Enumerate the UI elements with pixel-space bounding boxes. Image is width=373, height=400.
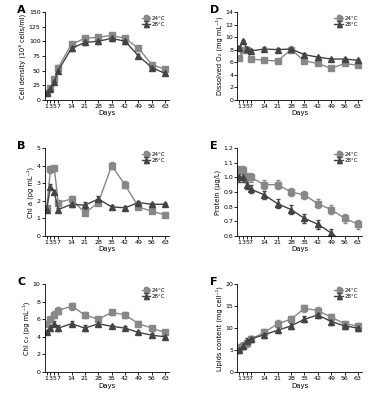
Y-axis label: Dissolved O₂ (mg mL⁻¹): Dissolved O₂ (mg mL⁻¹) bbox=[215, 16, 223, 95]
Legend: 24°C, 28°C: 24°C, 28°C bbox=[333, 287, 359, 300]
X-axis label: Days: Days bbox=[98, 246, 116, 252]
Text: D: D bbox=[210, 5, 219, 15]
Legend: 24°C, 28°C: 24°C, 28°C bbox=[141, 151, 166, 164]
X-axis label: Days: Days bbox=[98, 382, 116, 388]
Text: B: B bbox=[18, 141, 26, 151]
Y-axis label: Chl c₂ (pg mL⁻¹): Chl c₂ (pg mL⁻¹) bbox=[22, 302, 30, 355]
Legend: 24°C, 28°C: 24°C, 28°C bbox=[141, 287, 166, 300]
X-axis label: Days: Days bbox=[291, 382, 308, 388]
Y-axis label: Protein (µg/L): Protein (µg/L) bbox=[214, 170, 221, 214]
Legend: 24°C, 28°C: 24°C, 28°C bbox=[333, 15, 359, 28]
X-axis label: Days: Days bbox=[291, 110, 308, 116]
Text: A: A bbox=[18, 5, 26, 15]
Y-axis label: Cell density (10³ cells/ml): Cell density (10³ cells/ml) bbox=[19, 13, 26, 98]
Y-axis label: Lipids content (mg cell⁻¹): Lipids content (mg cell⁻¹) bbox=[215, 286, 223, 370]
X-axis label: Days: Days bbox=[98, 110, 116, 116]
Legend: 24°C, 28°C: 24°C, 28°C bbox=[141, 15, 166, 28]
X-axis label: Days: Days bbox=[291, 246, 308, 252]
Legend: 24°C, 28°C: 24°C, 28°C bbox=[333, 151, 359, 164]
Y-axis label: Chl a (pg mL⁻¹): Chl a (pg mL⁻¹) bbox=[26, 166, 34, 218]
Text: F: F bbox=[210, 277, 217, 287]
Text: C: C bbox=[18, 277, 25, 287]
Text: E: E bbox=[210, 141, 218, 151]
